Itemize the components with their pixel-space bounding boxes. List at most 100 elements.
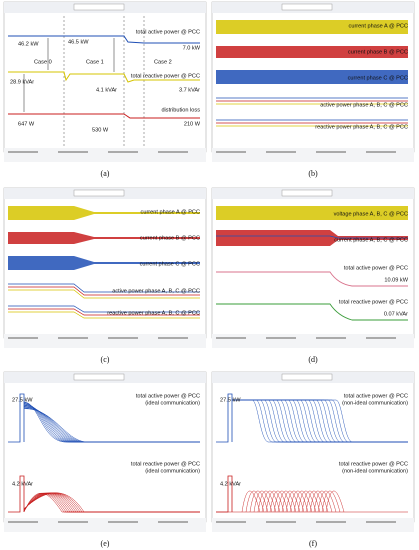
annotation: active power phase A, B, C @ PCC <box>112 288 200 294</box>
footer-field <box>158 521 188 523</box>
footer-field <box>158 151 188 153</box>
caption: (d) <box>308 355 318 364</box>
waveform <box>8 308 200 316</box>
annotation: 10.09 kW <box>384 277 408 283</box>
annotation: distribution loss <box>161 107 200 113</box>
caption: (b) <box>308 169 318 178</box>
pulse <box>8 393 25 443</box>
header-box <box>281 373 333 381</box>
waveform <box>23 408 200 443</box>
footer-bar <box>212 518 414 532</box>
footer-field <box>58 151 88 153</box>
header-box <box>73 373 125 381</box>
annotation: current phase A @ PCC <box>141 209 200 215</box>
footer-field <box>8 151 38 153</box>
annotation: current phase C @ PCC <box>140 261 200 267</box>
footer-field <box>216 521 246 523</box>
footer-field <box>8 337 38 339</box>
waveform-band <box>8 206 200 220</box>
annotation: current phase A @ PCC <box>349 23 408 29</box>
waveform <box>23 402 200 443</box>
footer-field <box>266 151 296 153</box>
waveform <box>8 113 200 119</box>
waveform <box>8 286 200 296</box>
annotation: 27.5 kW <box>12 397 33 403</box>
footer-field <box>158 337 188 339</box>
caption: (a) <box>101 169 110 178</box>
waveform-band <box>216 206 408 220</box>
annotation: total reactive power @ PCC <box>339 461 408 467</box>
waveform-band <box>216 230 408 246</box>
footer-field <box>216 337 246 339</box>
header-box <box>73 189 125 197</box>
annotation: Case 0 <box>34 59 52 65</box>
annotation: 7.0 kW <box>183 45 201 51</box>
footer-field <box>366 337 396 339</box>
panel: current phase A @ PCC current phase B @ P… <box>211 1 415 178</box>
header-box <box>73 3 125 11</box>
waveform <box>23 404 200 443</box>
footer-field <box>316 151 346 153</box>
annotation: Case 2 <box>154 59 172 65</box>
panel: voltage phase A, B, C @ PCC current phase… <box>211 187 415 364</box>
footer-field <box>316 337 346 339</box>
waveform <box>23 404 200 443</box>
annotation: 46.5 kW <box>68 39 89 45</box>
footer-field <box>58 337 88 339</box>
annotation: total reactive power @ PCC <box>131 461 200 467</box>
footer-field <box>8 521 38 523</box>
annotation: total active power @ PCC <box>136 393 200 399</box>
waveform <box>8 289 200 299</box>
footer-field <box>108 521 138 523</box>
annotation: 210 W <box>184 121 201 127</box>
footer-bar <box>4 148 206 162</box>
waveform <box>216 235 408 239</box>
annotation: 28.9 kVAr <box>10 79 34 85</box>
annotation: active power phase A, B, C @ PCC <box>320 102 408 108</box>
footer-field <box>108 151 138 153</box>
waveform <box>8 311 200 319</box>
panel: 27.5 kW total active power @ PCC (non-idea… <box>211 371 415 548</box>
annotation: 27.5 kW <box>220 397 241 403</box>
annotation: total reactive power @ PCC <box>131 73 200 79</box>
header-box <box>281 3 333 11</box>
waveform <box>23 403 200 443</box>
footer-field <box>216 151 246 153</box>
annotation: 3.7 kVAr <box>179 87 200 93</box>
waveform <box>8 71 200 83</box>
waveform <box>8 305 200 313</box>
annotation: current phase A, B, C @ PCC <box>334 237 408 243</box>
panel: current phase A @ PCC current phase B @ P… <box>3 187 207 364</box>
annotation: 4.2 kVAr <box>220 481 241 487</box>
annotation: current phase B @ PCC <box>348 49 408 55</box>
screen <box>211 371 415 523</box>
waveform-band <box>216 70 408 84</box>
footer-field <box>266 521 296 523</box>
waveform <box>23 401 200 443</box>
footer-bar <box>4 518 206 532</box>
annotation: (ideal communication) <box>145 468 200 474</box>
annotation: voltage phase A, B, C @ PCC <box>334 211 408 217</box>
footer-field <box>366 521 396 523</box>
pulse <box>8 475 25 513</box>
panel: 46.2 kW Case 0 46.5 kW Case 1 Case 2 total ac… <box>3 1 207 178</box>
waveform-band <box>8 256 200 270</box>
annotation: total active power @ PCC <box>136 29 200 35</box>
annotation: (non-ideal communication) <box>342 468 408 474</box>
pulse <box>216 393 233 443</box>
footer-field <box>58 521 88 523</box>
footer-field <box>316 521 346 523</box>
annotation: reactive power phase A, B, C @ PCC <box>107 310 200 316</box>
annotation: reactive power phase A, B, C @ PCC <box>315 124 408 130</box>
annotation: current phase B @ PCC <box>140 235 200 241</box>
screen <box>3 1 207 153</box>
waveform-band <box>216 20 408 34</box>
footer-field <box>366 151 396 153</box>
annotation: (ideal communication) <box>145 400 200 406</box>
annotation: Case 1 <box>86 59 104 65</box>
waveform <box>232 399 408 443</box>
waveform <box>8 35 200 44</box>
annotation: 4.2 kVAr <box>12 481 33 487</box>
annotation: total active power @ PCC <box>344 393 408 399</box>
